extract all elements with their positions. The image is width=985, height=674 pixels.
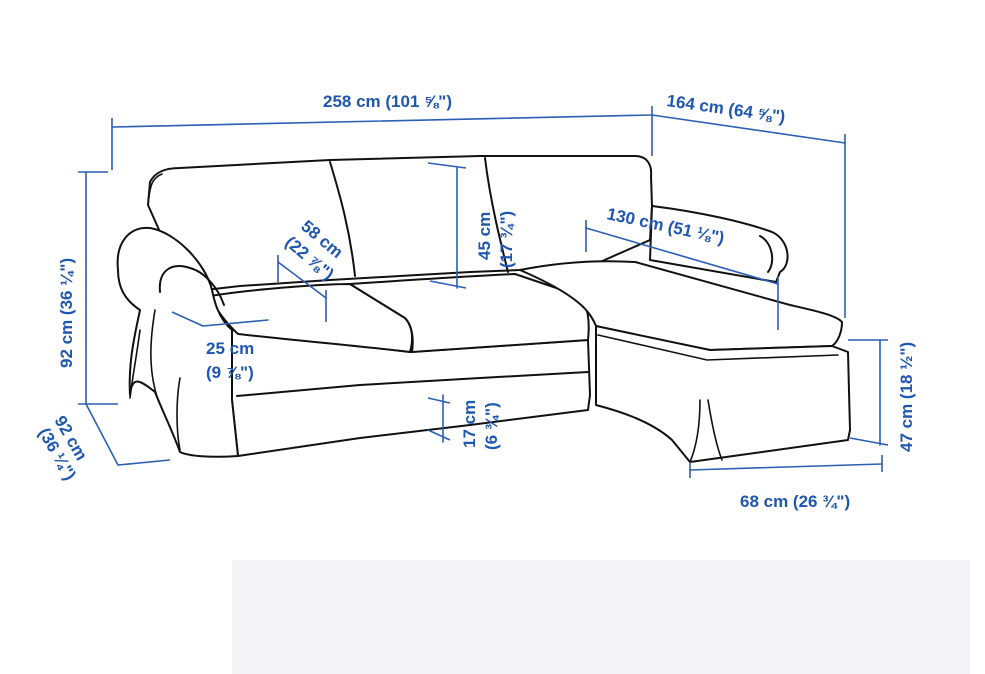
armrest-line <box>202 319 269 327</box>
chaise-arm-roll <box>759 235 774 273</box>
chaise-pleat-2 <box>707 399 723 461</box>
back-height-tick-bottom <box>429 280 467 289</box>
chaise-back-arm <box>649 205 789 283</box>
left-arm-fold-2 <box>176 377 181 451</box>
base-seam <box>236 371 589 397</box>
seat-height-label: 47 cm (18 ½") <box>897 342 916 452</box>
armrest-label-line2: (9 ⅞") <box>206 363 254 382</box>
chaise-base <box>595 325 851 463</box>
left-arm-fold-1 <box>150 309 159 401</box>
seat-cushion-right <box>349 273 590 353</box>
left-arm-fold-3 <box>129 329 141 399</box>
back-cushion-divider-2 <box>484 157 509 273</box>
total-width-label: 258 cm (101 ⅝") <box>323 92 452 111</box>
depth-tick <box>117 459 171 466</box>
free-height-tick-a <box>427 397 451 404</box>
total-height-label: 92 cm (36 ¼") <box>57 258 76 368</box>
free-height-label-line1: 17 cm <box>460 400 479 448</box>
left-arm-front-roll <box>158 265 225 306</box>
sofa-backrest <box>147 155 653 291</box>
background-panel <box>232 560 970 674</box>
sofa-illustration <box>116 155 851 463</box>
chaise-length-line <box>651 114 846 144</box>
back-height-label-line1: 45 cm <box>475 212 494 260</box>
free-height-tick-b <box>427 429 451 441</box>
chaise-seat-depth-line <box>585 227 779 285</box>
chaise-pleat-1 <box>689 399 701 463</box>
total-width-line <box>111 114 653 128</box>
chaise-seam <box>597 334 839 361</box>
left-armrest <box>116 226 239 458</box>
armrest-tick <box>171 311 204 327</box>
backrest-side-fold <box>147 173 163 206</box>
armrest-label-line1: 25 cm <box>206 339 254 358</box>
back-height-label-line2: (17 ¾") <box>497 211 516 268</box>
chaise-width-label: 68 cm (26 ¾") <box>740 492 850 511</box>
back-height-tick-top <box>427 162 467 169</box>
free-height-label-line2: (6 ¾") <box>482 402 501 450</box>
depth-line <box>85 403 119 466</box>
seat-height-tick-bottom <box>849 437 889 446</box>
seat-depth-line <box>277 261 327 299</box>
back-cushion-divider-1 <box>329 161 356 277</box>
chaise-width-line <box>689 463 883 471</box>
chaise-seat <box>519 260 843 351</box>
dimension-lines <box>78 106 889 478</box>
chaise-length-label: 164 cm (64 ⅝") <box>665 91 786 126</box>
